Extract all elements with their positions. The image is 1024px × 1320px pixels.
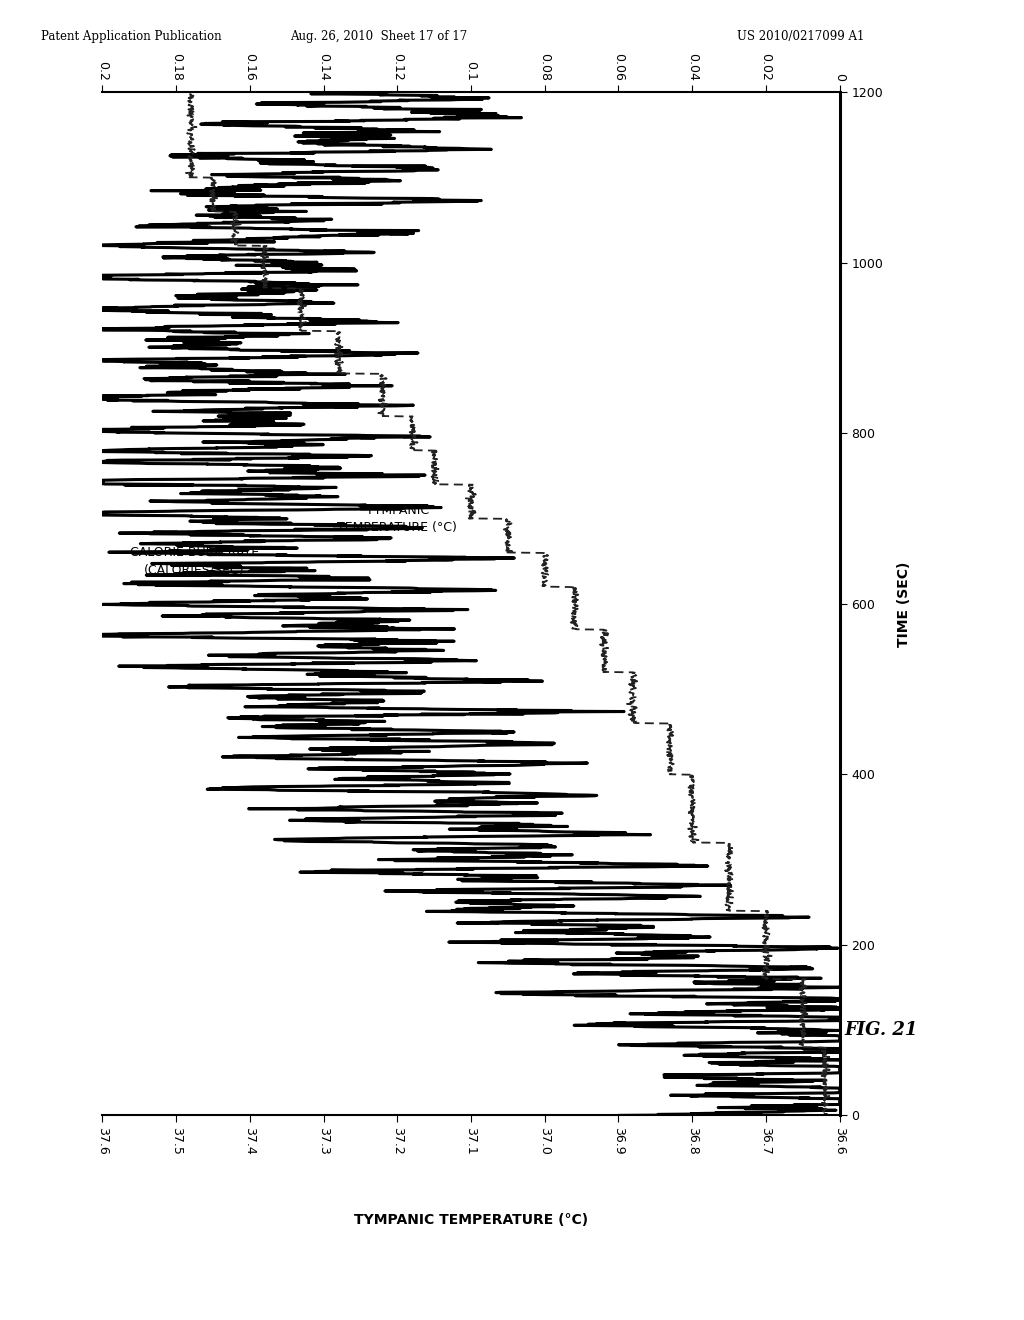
Y-axis label: TIME (SEC): TIME (SEC) (897, 561, 911, 647)
Text: TYMPANIC
TEMPERATURE (°C): TYMPANIC TEMPERATURE (°C) (337, 504, 458, 533)
Text: Patent Application Publication: Patent Application Publication (41, 30, 221, 44)
Text: US 2010/0217099 A1: US 2010/0217099 A1 (737, 30, 864, 44)
X-axis label: TYMPANIC TEMPERATURE (°C): TYMPANIC TEMPERATURE (°C) (354, 1213, 588, 1228)
Text: FIG. 21: FIG. 21 (844, 1020, 918, 1039)
Text: Aug. 26, 2010  Sheet 17 of 17: Aug. 26, 2010 Sheet 17 of 17 (290, 30, 468, 44)
Text: CALORIE BURN RATE
(CALORIES/SEC): CALORIE BURN RATE (CALORIES/SEC) (130, 546, 259, 577)
